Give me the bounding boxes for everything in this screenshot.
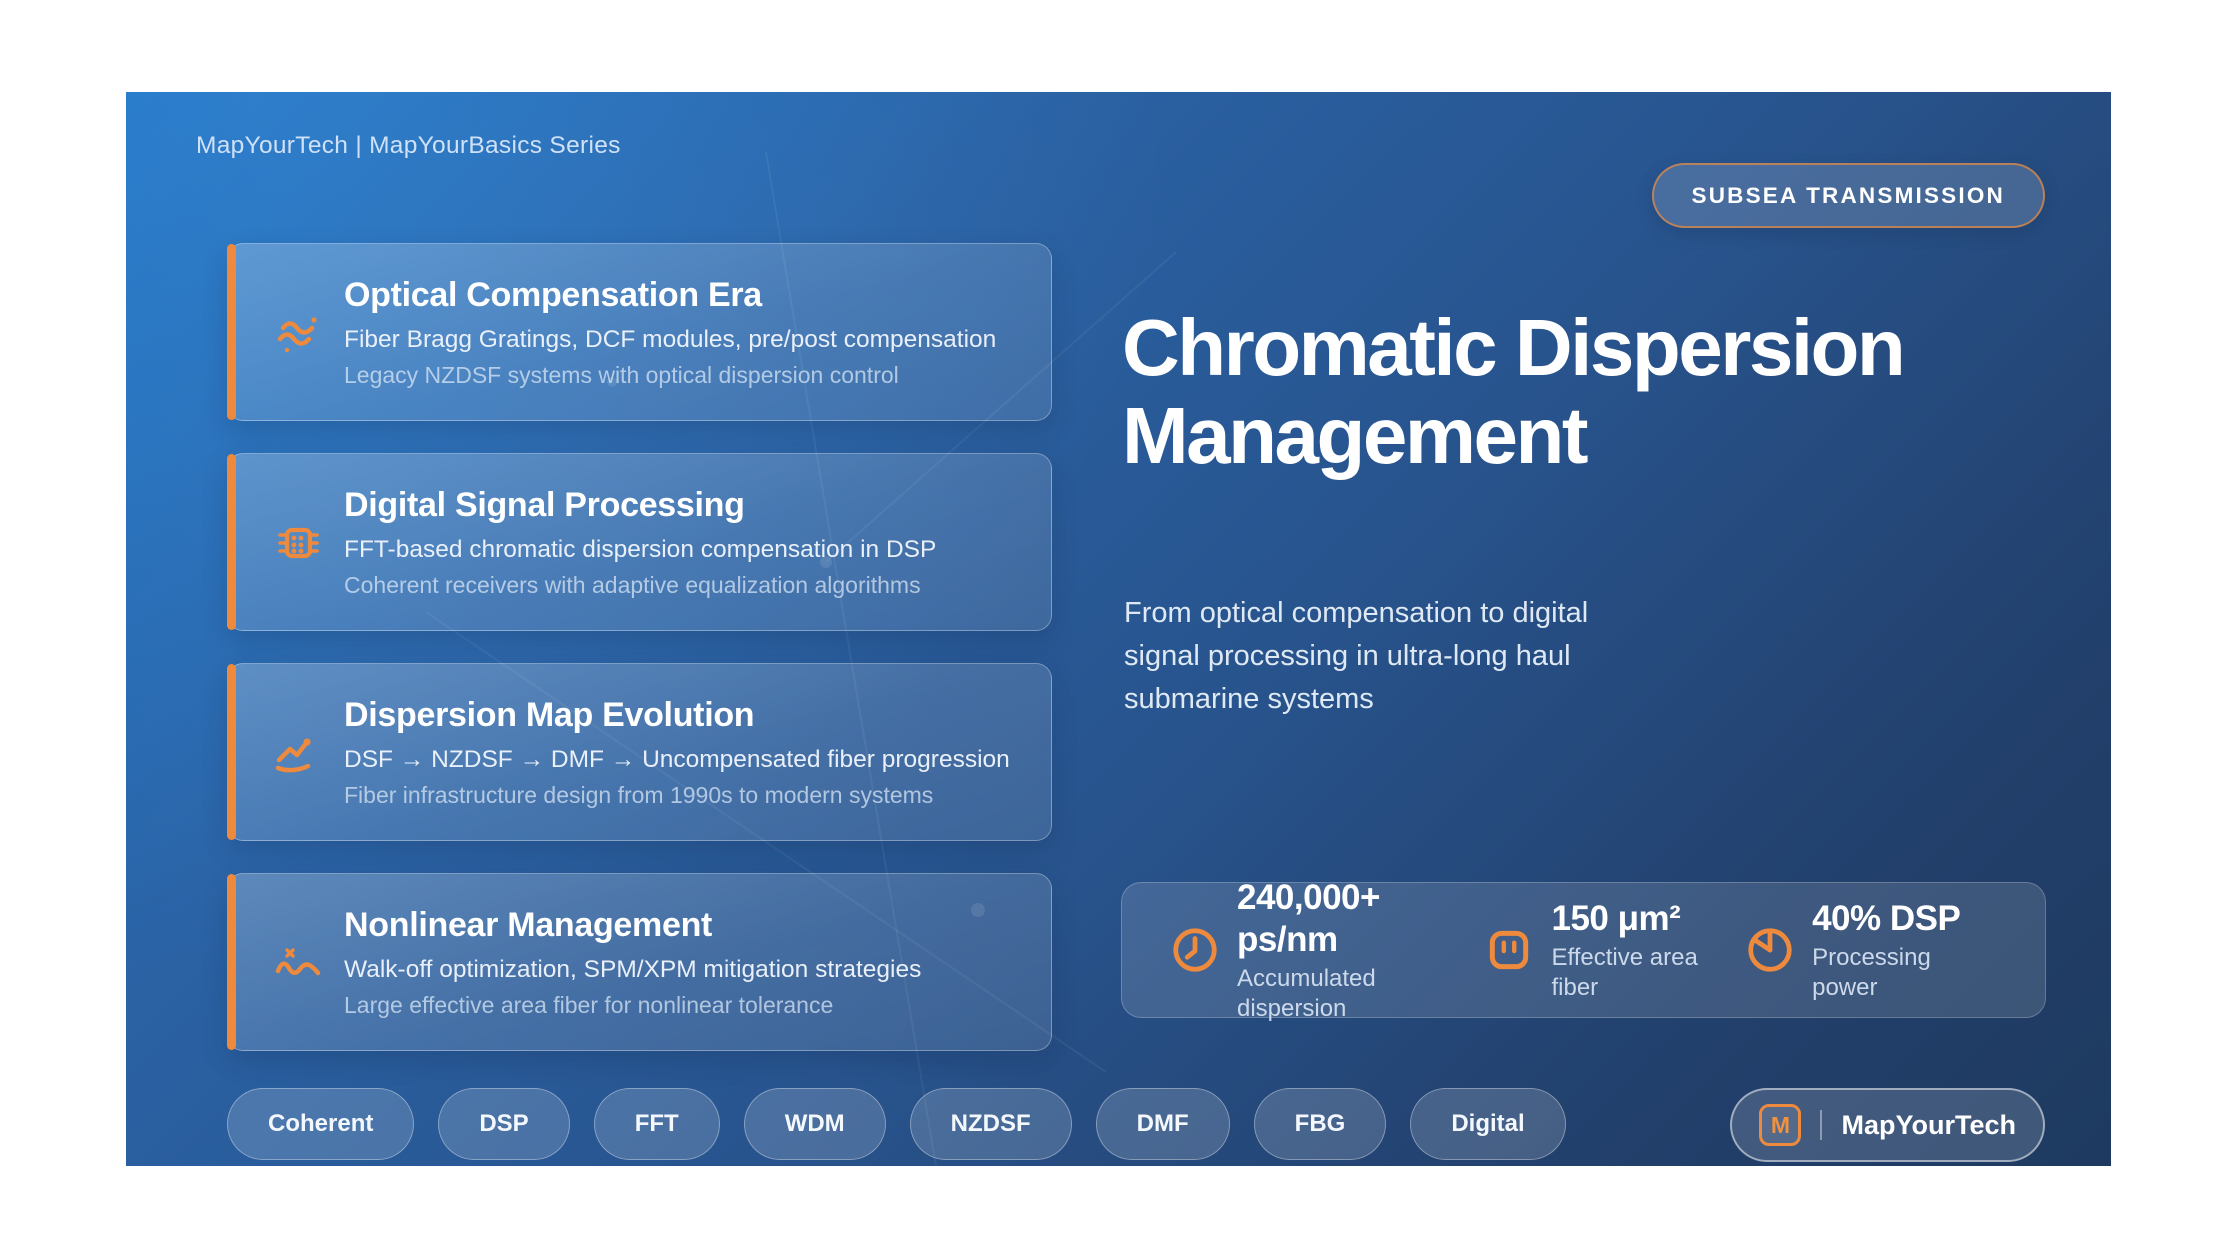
- stat-value: 150 μm²: [1551, 898, 1681, 938]
- tag-chip-dsp[interactable]: DSP: [438, 1088, 570, 1160]
- topic-card-nonlinear-management[interactable]: Nonlinear Management Walk-off optimizati…: [226, 873, 1052, 1051]
- card-title: Digital Signal Processing: [344, 486, 745, 524]
- card-title: Optical Compensation Era: [344, 276, 762, 314]
- page-title: Chromatic Dispersion Management: [1122, 304, 2082, 480]
- page-title-line2: Management: [1122, 391, 1588, 480]
- topic-card-dispersion-map-evolution[interactable]: Dispersion Map Evolution DSF → NZDSF → D…: [226, 663, 1052, 841]
- background-constellation: [425, 151, 1177, 1166]
- stat-label: Accumulated dispersion: [1237, 964, 1376, 1022]
- stat-accumulated-dispersion: 240,000+ ps/nm Accumulated dispersion: [1170, 877, 1484, 1024]
- card-subtitle: DSF → NZDSF → DMF → Uncompensated fiber …: [344, 746, 1010, 773]
- chip-icon: [278, 527, 319, 559]
- card-accent-bar: [226, 454, 236, 630]
- tag-chip-dmf[interactable]: DMF: [1095, 1088, 1230, 1160]
- card-subtitle: Walk-off optimization, SPM/XPM mitigatio…: [344, 956, 922, 983]
- stat-value: 240,000+ ps/nm: [1237, 877, 1380, 959]
- topic-card-optical-compensation[interactable]: Optical Compensation Era Fiber Bragg Gra…: [226, 243, 1052, 421]
- tag-chip-fft[interactable]: FFT: [593, 1088, 720, 1160]
- subsea-transmission-badge[interactable]: SUBSEA TRANSMISSION: [1651, 163, 2045, 228]
- tag-chip-coherent[interactable]: Coherent: [227, 1088, 415, 1160]
- slide-canvas: MapYourTech | MapYourBasics Series SUBSE…: [126, 92, 2111, 1166]
- page-description: From optical compensation to digital sig…: [1124, 597, 1589, 715]
- logo-name: MapYourTech: [1841, 1109, 2016, 1140]
- card-detail: Legacy NZDSF systems with optical disper…: [344, 362, 899, 388]
- tag-chip-fbg[interactable]: FBG: [1253, 1088, 1387, 1160]
- stat-value: 40% DSP: [1812, 898, 1961, 938]
- waves-icon: [277, 317, 317, 353]
- fiber-area-icon: [1490, 930, 1529, 970]
- stat-dsp-processing: 40% DSP Processing power: [1745, 898, 1997, 1003]
- mapyourtech-logo-badge[interactable]: M MapYourTech: [1730, 1088, 2045, 1162]
- stat-label: Processing power: [1812, 943, 1931, 1001]
- brand-line: MapYourTech | MapYourBasics Series: [196, 132, 621, 159]
- tag-chip-wdm[interactable]: WDM: [743, 1088, 886, 1160]
- card-detail: Fiber infrastructure design from 1990s t…: [344, 782, 934, 808]
- stat-label: Effective area fiber: [1551, 943, 1698, 1001]
- clock-icon: [1173, 928, 1217, 972]
- tag-chip-nzdsf[interactable]: NZDSF: [909, 1088, 1072, 1160]
- stats-panel: 240,000+ ps/nm Accumulated dispersion 15…: [1121, 878, 2046, 1022]
- card-accent-bar: [226, 664, 236, 840]
- logo-monogram-icon: M: [1759, 1104, 1802, 1146]
- card-title: Nonlinear Management: [344, 906, 713, 944]
- topic-card-list: Optical Compensation Era Fiber Bragg Gra…: [226, 243, 1052, 1083]
- card-subtitle: Fiber Bragg Gratings, DCF modules, pre/p…: [344, 326, 997, 353]
- card-accent-bar: [226, 874, 236, 1050]
- page-title-line1: Chromatic Dispersion: [1122, 303, 1906, 392]
- card-subtitle: FFT-based chromatic dispersion compensat…: [344, 536, 937, 563]
- card-title: Dispersion Map Evolution: [344, 696, 755, 734]
- card-detail: Large effective area fiber for nonlinear…: [344, 992, 834, 1018]
- topic-card-digital-signal-processing[interactable]: Digital Signal Processing FFT-based chro…: [226, 453, 1052, 631]
- pie-chart-icon: [1748, 928, 1792, 972]
- tag-row: Coherent DSP FFT WDM NZDSF DMF FBG Digit…: [227, 1088, 1566, 1160]
- card-accent-bar: [226, 244, 236, 420]
- nonlinear-wave-icon: [275, 948, 321, 976]
- trend-line-icon: [275, 738, 311, 773]
- logo-divider: [1820, 1110, 1823, 1140]
- stat-effective-area: 150 μm² Effective area fiber: [1484, 898, 1745, 1003]
- tag-chip-digital[interactable]: Digital: [1410, 1088, 1566, 1160]
- card-detail: Coherent receivers with adaptive equaliz…: [344, 572, 921, 598]
